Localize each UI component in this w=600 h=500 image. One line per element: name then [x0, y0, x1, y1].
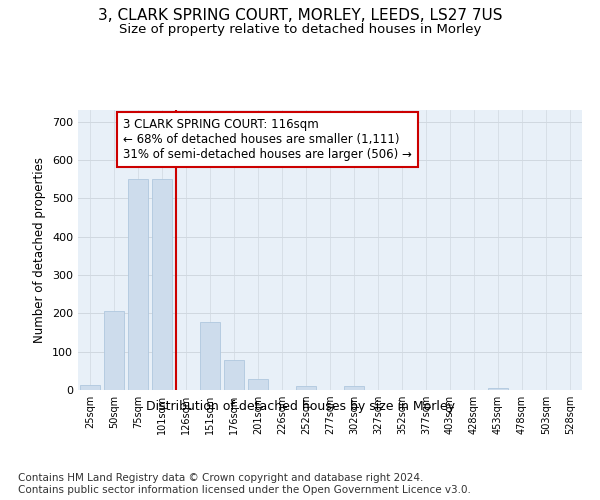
- Text: 3, CLARK SPRING COURT, MORLEY, LEEDS, LS27 7US: 3, CLARK SPRING COURT, MORLEY, LEEDS, LS…: [98, 8, 502, 22]
- Bar: [296, 386, 316, 390]
- Text: 3 CLARK SPRING COURT: 116sqm
← 68% of detached houses are smaller (1,111)
31% of: 3 CLARK SPRING COURT: 116sqm ← 68% of de…: [124, 118, 412, 162]
- Bar: [224, 360, 244, 390]
- Bar: [152, 179, 172, 390]
- Bar: [344, 386, 364, 390]
- Bar: [128, 179, 148, 390]
- Text: Size of property relative to detached houses in Morley: Size of property relative to detached ho…: [119, 22, 481, 36]
- Bar: [104, 311, 124, 390]
- Bar: [248, 380, 268, 390]
- Y-axis label: Number of detached properties: Number of detached properties: [34, 157, 46, 343]
- Bar: [80, 386, 100, 390]
- Bar: [488, 388, 508, 390]
- Bar: [200, 322, 220, 390]
- Text: Distribution of detached houses by size in Morley: Distribution of detached houses by size …: [146, 400, 455, 413]
- Text: Contains HM Land Registry data © Crown copyright and database right 2024.
Contai: Contains HM Land Registry data © Crown c…: [18, 474, 471, 495]
